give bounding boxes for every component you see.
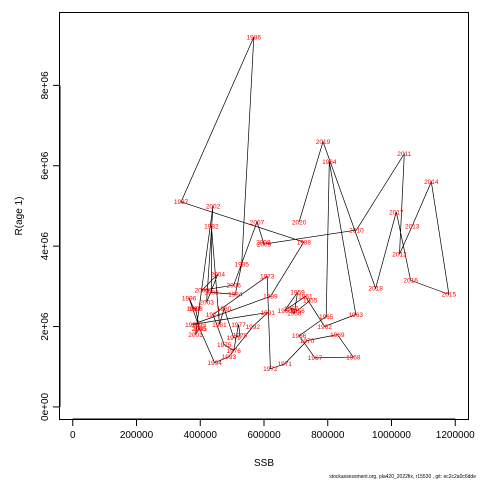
point-label-1981: 1981 — [212, 322, 227, 329]
x-axis: 0 200000 400000 600000 800000 1000000 1200000 — [70, 418, 475, 441]
point-label-1963: 1963 — [349, 312, 364, 319]
point-label-2006: 2006 — [226, 282, 241, 289]
y-tick-label: 8e+06 — [40, 71, 51, 100]
point-label-1998: 1998 — [188, 306, 203, 313]
y-tick-label: 4e+06 — [40, 232, 51, 261]
point-label-1988: 1988 — [297, 239, 312, 246]
point-label-2014: 2014 — [424, 179, 439, 186]
x-tick-label: 1000000 — [372, 430, 411, 441]
point-label-2010: 2010 — [349, 227, 364, 234]
point-label-2003: 2003 — [199, 300, 214, 307]
point-label-2005: 2005 — [195, 288, 210, 295]
point-label-1984: 1984 — [228, 292, 243, 299]
point-label-1978: 1978 — [233, 333, 248, 340]
point-label-1958: 1958 — [287, 311, 302, 318]
point-label-2020: 2020 — [292, 219, 307, 226]
x-axis-label: SSB — [254, 458, 274, 469]
point-label-1989: 1989 — [263, 294, 278, 301]
point-label-1975: 1975 — [217, 342, 232, 349]
point-label-2019: 2019 — [316, 139, 331, 146]
footer-note: stockassessment.org, pla420_2022fix, r15… — [329, 474, 476, 480]
point-label-2009: 2009 — [257, 241, 272, 248]
point-label-1994: 1994 — [207, 360, 222, 367]
point-label-1983: 1983 — [204, 290, 219, 297]
point-label-1980: 1980 — [217, 306, 232, 313]
point-label-1986: 1986 — [247, 34, 262, 41]
point-label-1982: 1982 — [204, 223, 219, 230]
point-label-1970: 1970 — [300, 338, 315, 345]
x-tick-label: 400000 — [184, 430, 218, 441]
point-label-1962: 1962 — [317, 324, 332, 331]
x-tick-label: 0 — [70, 430, 76, 441]
x-tick-label: 600000 — [247, 430, 281, 441]
point-label-2015: 2015 — [442, 292, 457, 299]
point-label-1990: 1990 — [185, 322, 200, 329]
point-label-1969: 1969 — [330, 332, 345, 339]
point-label-1974: 1974 — [206, 312, 221, 319]
point-label-1966: 1966 — [292, 333, 307, 340]
point-label-1961: 1961 — [298, 294, 313, 301]
series-path — [180, 36, 450, 370]
point-label-1985: 1985 — [234, 262, 249, 269]
point-label-2016: 2016 — [403, 278, 418, 285]
point-label-1976: 1976 — [226, 348, 241, 355]
y-axis: 0e+00 2e+06 4e+06 6e+06 8e+06 — [40, 71, 61, 421]
point-label-2001: 2001 — [188, 332, 203, 339]
point-label-2012: 2012 — [392, 252, 407, 259]
point-label-1979: 1979 — [226, 335, 241, 342]
point-label-1965: 1965 — [319, 314, 334, 321]
x-tick-label: 800000 — [311, 430, 345, 441]
point-label-2004: 2004 — [211, 272, 226, 279]
x-tick-label: 200000 — [120, 430, 154, 441]
point-label-1956: 1956 — [290, 308, 305, 315]
point-label-1999: 1999 — [191, 322, 206, 329]
point-label-2007: 2007 — [250, 219, 265, 226]
point-label-2013: 2013 — [405, 223, 420, 230]
point-label-1967: 1967 — [308, 355, 323, 362]
plot-frame — [59, 12, 469, 420]
point-label-1987: 1987 — [174, 199, 189, 206]
point-label-1977: 1977 — [231, 322, 246, 329]
x-tick-label: 1200000 — [436, 430, 475, 441]
y-tick-label: 6e+06 — [40, 151, 51, 180]
point-label-1993: 1993 — [222, 354, 237, 361]
point-label-1991: 1991 — [261, 310, 276, 317]
point-label-1959: 1959 — [290, 290, 305, 297]
point-label-2002: 2002 — [206, 203, 221, 210]
point-label-1960: 1960 — [277, 308, 292, 315]
point-label-1997: 1997 — [187, 306, 202, 313]
point-label-2008: 2008 — [256, 239, 271, 246]
point-label-1957: 1957 — [284, 306, 299, 313]
point-label-2000: 2000 — [191, 326, 206, 333]
y-axis-label: R(age 1) — [14, 197, 25, 236]
point-label-1996: 1996 — [182, 296, 197, 303]
y-tick-label: 2e+06 — [40, 312, 51, 341]
point-label-1992: 1992 — [246, 324, 261, 331]
y-tick-label: 0e+00 — [40, 392, 51, 421]
point-label-1973: 1973 — [260, 274, 275, 281]
point-label-1955: 1955 — [303, 298, 318, 305]
point-label-2011: 2011 — [397, 151, 411, 158]
point-label-1964: 1964 — [322, 159, 337, 166]
point-label-1971: 1971 — [277, 361, 292, 368]
point-label-1972: 1972 — [263, 366, 278, 373]
point-label-2018: 2018 — [368, 286, 383, 293]
series-line — [180, 36, 450, 370]
point-label-1995: 1995 — [192, 326, 207, 333]
point-label-2017: 2017 — [389, 209, 404, 216]
point-label-1968: 1968 — [346, 354, 361, 361]
